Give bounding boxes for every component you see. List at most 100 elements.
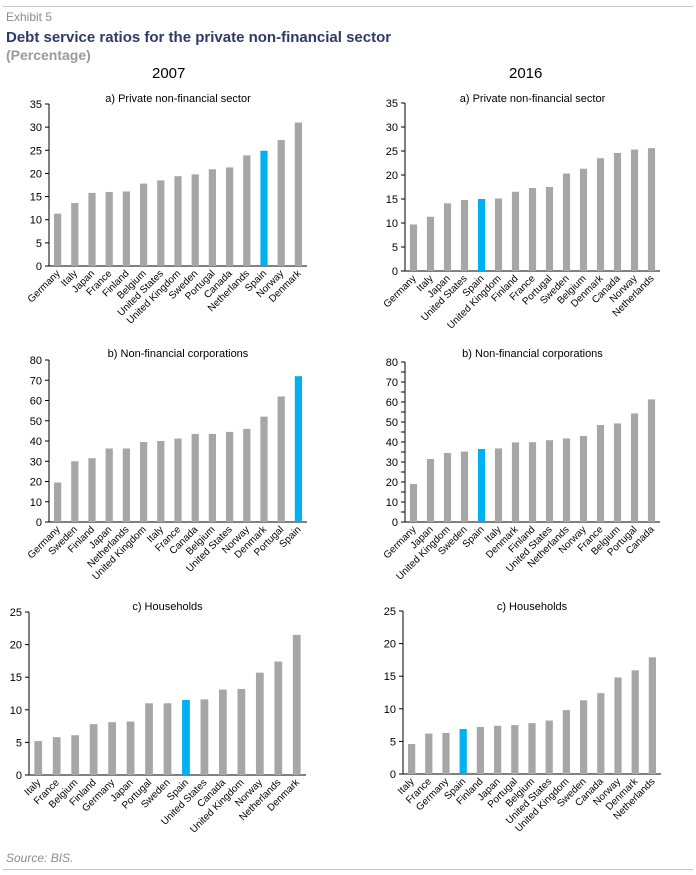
bar-united-kingdom <box>494 198 503 271</box>
bar-france <box>596 425 605 522</box>
bar-canada <box>225 167 234 266</box>
bar-norway <box>277 140 285 266</box>
page-subtitle: (Percentage) <box>6 47 91 63</box>
y-tick-label: 25 <box>30 145 42 157</box>
y-tick-label: 10 <box>386 497 398 509</box>
y-tick-label: 5 <box>390 736 396 748</box>
bar-sweden <box>71 461 79 522</box>
chart-title: c) Households <box>497 601 568 613</box>
bar-norway <box>243 428 251 522</box>
bar-spain <box>477 199 486 271</box>
bar-belgium <box>208 433 217 522</box>
bar-italy <box>426 216 435 271</box>
y-tick-label: 20 <box>384 639 396 651</box>
y-tick-label: 80 <box>386 357 398 369</box>
bar-germany <box>53 482 62 522</box>
bar-japan <box>493 725 502 774</box>
bar-netherlands <box>243 155 251 266</box>
chart-title: b) Non-financial corporations <box>108 348 249 360</box>
page-title: Debt service ratios for the private non-… <box>6 29 392 46</box>
chart-2016-households: c) Households0510152025ItalyFranceGerman… <box>384 601 661 834</box>
source-note: Source: BIS. <box>6 851 74 865</box>
chart-2016-private-nonfinancial: a) Private non-financial sector 0 5 10 15 20 2… <box>382 93 660 331</box>
bar-italy <box>34 741 43 775</box>
bar-spain <box>182 700 190 775</box>
y-tick-label: 15 <box>384 671 396 683</box>
y-tick-label: 0 <box>392 266 398 278</box>
bar-spain <box>459 729 467 774</box>
bar-sweden <box>579 700 588 774</box>
y-tick-label: 10 <box>30 497 42 509</box>
bar-netherlands <box>274 661 283 775</box>
bar-norway <box>255 672 264 775</box>
chart-2016-nonfinancial-corporations: b) Non-financial corporations 0 10 20 30 40 50… <box>382 348 660 582</box>
y-tick-label: 60 <box>30 396 42 408</box>
y-tick-label: 25 <box>386 146 398 158</box>
y-tick-label: 70 <box>30 375 42 387</box>
y-tick-label: 20 <box>386 170 398 182</box>
exhibit-label: Exhibit 5 <box>6 10 53 24</box>
column-title-2007: 2007 <box>152 65 186 82</box>
y-tick-label: 20 <box>30 477 42 489</box>
y-tick-label: 25 <box>384 606 396 618</box>
chart-title: a) Private non-financial sector <box>105 93 251 105</box>
bar-denmark <box>292 634 301 775</box>
bar-portugal <box>145 703 153 775</box>
bar-netherlands <box>122 448 131 522</box>
bar-france <box>174 438 182 522</box>
bar-italy <box>157 441 165 522</box>
bar-italy <box>407 744 416 774</box>
bar-canada <box>191 433 199 522</box>
chart-2007-households: c) Households0510152025ItalyFranceBelgiu… <box>10 601 306 835</box>
y-tick-label: 0 <box>16 770 22 782</box>
y-tick-label: 10 <box>30 215 42 227</box>
bar-italy <box>71 203 79 266</box>
bar-united-states <box>545 440 554 522</box>
bar-norway <box>630 149 639 271</box>
y-tick-label: 40 <box>30 436 42 448</box>
bar-france <box>528 187 537 271</box>
y-tick-label: 0 <box>36 261 42 273</box>
bar-spain <box>294 376 303 522</box>
chart-2007-private-nonfinancial: a) Private non-financial sector 0 5 10 15 20 2… <box>26 93 307 326</box>
bar-sweden <box>460 451 469 522</box>
y-tick-label: 15 <box>386 194 398 206</box>
bar-sweden <box>562 173 571 271</box>
bar-portugal <box>511 725 519 774</box>
y-tick-label: 0 <box>390 769 396 781</box>
y-tick-label: 30 <box>30 122 42 134</box>
bar-japan <box>126 721 135 775</box>
y-tick-label: 60 <box>386 397 398 409</box>
bar-finland <box>88 458 96 522</box>
bar-finland <box>528 442 537 522</box>
bar-france <box>52 737 61 775</box>
bar-japan <box>426 459 435 522</box>
bar-belgium <box>139 183 148 266</box>
chart-title: c) Households <box>132 601 203 613</box>
y-tick-label: 50 <box>30 416 42 428</box>
bar-united-states <box>460 199 469 271</box>
y-tick-label: 10 <box>10 705 22 717</box>
bar-denmark <box>596 158 605 271</box>
bar-japan <box>443 203 452 271</box>
bar-portugal <box>630 413 639 522</box>
bar-portugal <box>545 187 554 271</box>
chart-2007-nonfinancial-corporations: b) Non-financial corporations 0 10 20 30 40 50… <box>26 348 307 582</box>
chart-title: b) Non-financial corporations <box>462 348 603 360</box>
y-tick-label: 5 <box>392 242 398 254</box>
bar-germany <box>53 213 62 266</box>
y-tick-label: 35 <box>386 98 398 110</box>
bar-netherlands <box>647 148 656 271</box>
bar-norway <box>579 436 588 522</box>
bar-sweden <box>163 703 172 775</box>
bar-finland <box>511 191 520 271</box>
y-tick-label: 40 <box>386 437 398 449</box>
bar-sweden <box>191 174 199 266</box>
y-tick-label: 5 <box>36 238 42 250</box>
category-label-germany: Germany <box>26 268 63 305</box>
bar-united-kingdom <box>237 688 246 775</box>
column-title-2016: 2016 <box>509 65 543 82</box>
y-tick-label: 10 <box>384 704 396 716</box>
bar-france <box>105 191 113 266</box>
bar-germany <box>409 224 418 271</box>
